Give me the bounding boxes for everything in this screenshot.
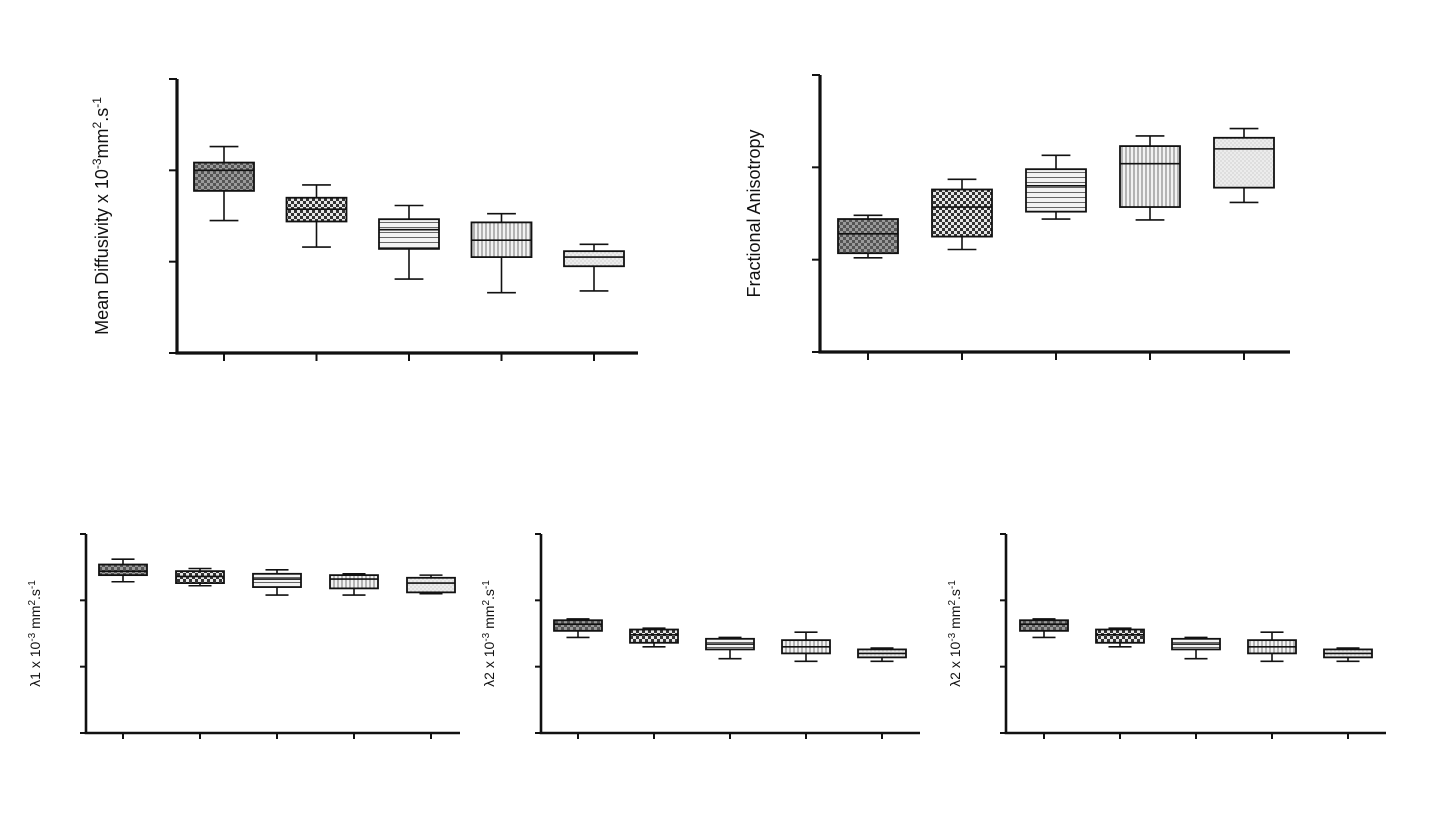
y-axis-label-main: λ1 x 10 [27,641,43,686]
y-axis-label-main: λ2 x 10 [481,641,497,686]
box-body [252,572,302,588]
y-axis-label-unit-tail: .s [27,589,43,600]
box-body [1119,145,1181,208]
chart-md: Mean Diffusivity x 10-3mm2.s-1 [90,78,638,361]
box-130 [285,184,348,248]
chart-l2b: λ2 x 10-3 mm2.s-1 [947,533,1386,739]
chart-panels: Mean Diffusivity x 10-3mm2.s-1Fractional… [27,74,1386,739]
y-axis-label-unit-sup2: -1 [481,580,492,589]
box-body [329,574,379,590]
y-axis-label-main: λ2 x 10 [947,641,963,686]
box-190 [378,204,440,280]
y-axis-label-unit-main: mm [27,606,43,633]
y-axis-label-unit-tail: .s [947,589,963,600]
y-axis-label: Fractional Anisotropy [744,129,764,297]
box-body [1019,619,1069,632]
box-body [837,218,899,255]
box-body [378,218,440,250]
box-270 [1119,135,1181,221]
y-axis-label-sup: -3 [27,632,38,641]
y-axis-label: λ2 x 10-3 mm2.s-1 [947,580,964,687]
box-330 [1323,647,1373,663]
y-axis-label-unit-sup: 2 [481,600,492,606]
chart-l2a: λ2 x 10-3 mm2.s-1 [481,533,920,739]
box-270 [1247,631,1297,663]
box-body [553,619,603,632]
box-130 [1095,627,1145,648]
y-axis-label-unit-main: mm [947,606,963,633]
y-axis-label-unit-sup: 2 [947,600,958,606]
box-body [193,161,255,192]
box-330 [563,243,625,292]
y-axis-label: λ1 x 10-3 mm2.s-1 [27,580,44,687]
y-axis-label-unit-sup2: -1 [27,580,38,589]
box-190 [705,636,755,660]
box-130 [931,178,993,251]
box-70 [837,214,899,259]
box-330 [857,647,907,663]
box-270 [329,572,379,596]
box-body [1213,136,1275,189]
box-330 [406,574,456,595]
y-axis-label: λ2 x 10-3 mm2.s-1 [481,580,498,687]
box-70 [98,558,148,583]
box-130 [175,567,225,587]
box-body [563,250,625,268]
chart-fa: Fractional Anisotropy [744,74,1290,360]
box-body [1025,168,1087,213]
y-axis-label-main: Fractional Anisotropy [744,129,764,297]
y-axis-label-unit-sup: 2 [27,600,38,606]
y-axis-label-unit-tail: .s [92,108,112,122]
y-axis-label-unit-sup2: -1 [947,580,958,589]
y-axis-label-unit-sup: 2 [90,121,104,128]
y-axis-label-unit-tail: .s [481,589,497,600]
box-body [931,188,993,238]
box-270 [781,631,831,663]
box-70 [553,618,603,639]
box-body [1095,628,1145,644]
y-axis-label-sup: -3 [90,158,104,169]
box-190 [1171,636,1221,660]
chart-l1: λ1 x 10-3 mm2.s-1 [27,533,460,739]
y-axis-label-sup: -3 [947,632,958,641]
y-axis-label-unit-sup2: -1 [90,97,104,108]
y-axis-label-unit-main: mm [92,128,112,158]
box-body [98,563,148,577]
box-body [406,576,456,594]
box-body [629,628,679,644]
y-axis-label-sup: -3 [481,632,492,641]
box-190 [252,569,302,596]
box-70 [193,145,255,222]
box-70 [1019,618,1069,639]
y-axis-label-main: Mean Diffusivity x 10 [92,169,112,335]
box-190 [1025,154,1087,220]
y-axis-label-unit-main: mm [481,606,497,633]
box-330 [1213,127,1275,204]
box-130 [629,627,679,648]
y-axis-label: Mean Diffusivity x 10-3mm2.s-1 [90,97,112,335]
box-270 [470,212,533,294]
